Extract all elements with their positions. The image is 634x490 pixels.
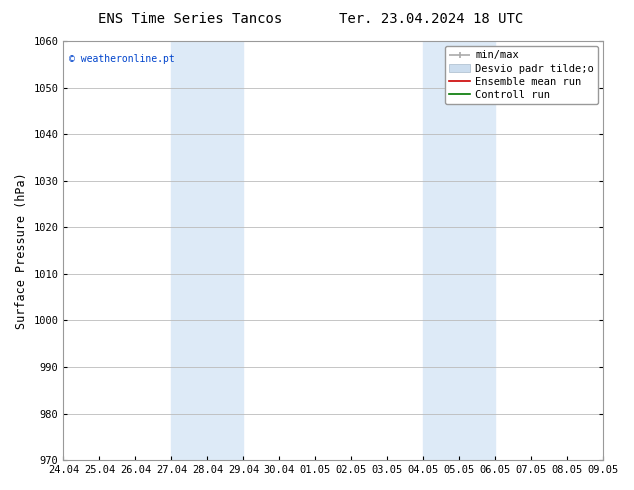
Bar: [424, 41, 495, 460]
Bar: [171, 41, 243, 460]
Text: ENS Time Series Tancos: ENS Time Series Tancos: [98, 12, 282, 26]
Y-axis label: Surface Pressure (hPa): Surface Pressure (hPa): [15, 172, 28, 329]
Legend: min/max, Desvio padr tilde;o, Ensemble mean run, Controll run: min/max, Desvio padr tilde;o, Ensemble m…: [445, 46, 598, 104]
Text: Ter. 23.04.2024 18 UTC: Ter. 23.04.2024 18 UTC: [339, 12, 523, 26]
Text: © weatheronline.pt: © weatheronline.pt: [69, 53, 174, 64]
